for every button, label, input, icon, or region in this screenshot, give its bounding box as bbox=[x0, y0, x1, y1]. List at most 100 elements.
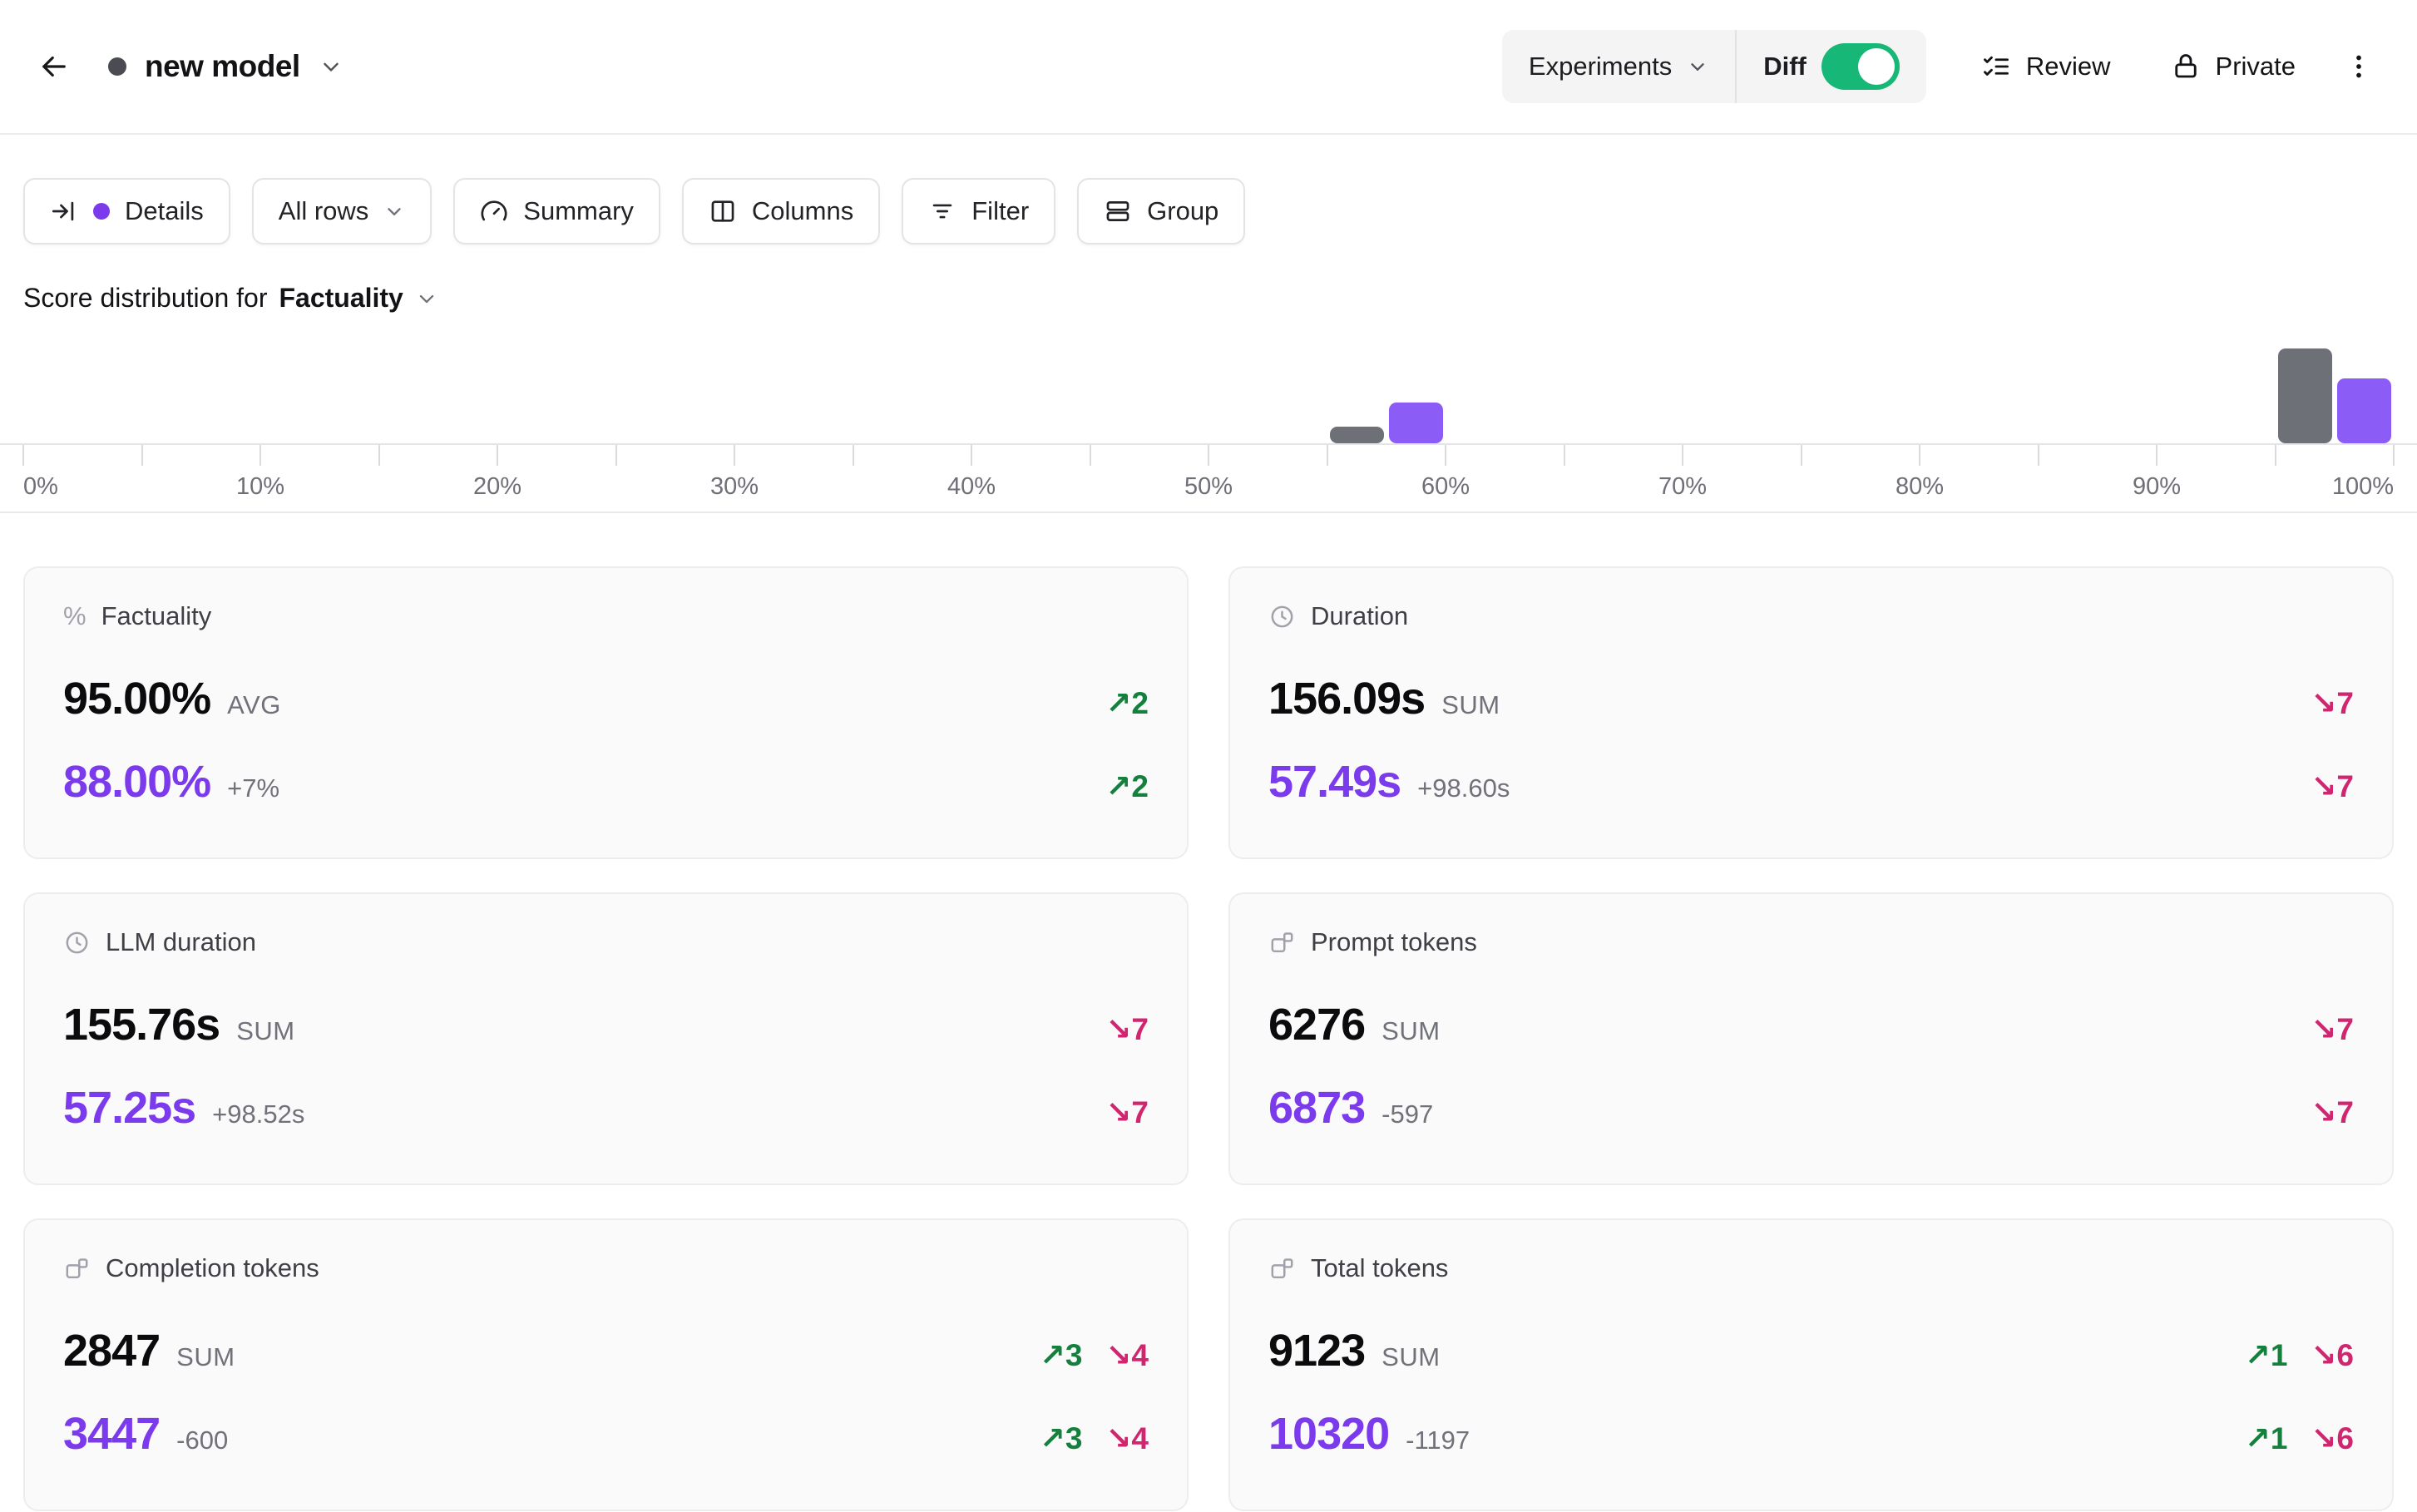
current-experiment-bar[interactable] bbox=[1330, 427, 1384, 443]
metric-card: LLM duration 155.76s SUM ↘7 57.25s +98.5… bbox=[23, 892, 1189, 1185]
metric-title: Total tokens bbox=[1311, 1253, 1448, 1283]
columns-button[interactable]: Columns bbox=[682, 178, 880, 245]
primary-value: 2847 bbox=[63, 1325, 160, 1376]
group-button[interactable]: Group bbox=[1077, 178, 1245, 245]
primary-label: SUM bbox=[176, 1342, 235, 1372]
axis-tick-label: 10% bbox=[236, 473, 284, 501]
tokens-icon bbox=[1268, 929, 1296, 956]
improvements-badge: ↗1 bbox=[2245, 1421, 2288, 1456]
primary-badges: ↗2 bbox=[1105, 685, 1149, 721]
metric-card: Completion tokens 2847 SUM ↗3↘4 3447 -60… bbox=[23, 1218, 1189, 1511]
comparison-value: 3447 bbox=[63, 1408, 160, 1460]
diff-control: Diff bbox=[1737, 30, 1926, 103]
all-rows-dropdown[interactable]: All rows bbox=[252, 178, 432, 245]
filter-label: Filter bbox=[971, 196, 1029, 226]
comparison-value: 57.25s bbox=[63, 1082, 195, 1134]
primary-label: SUM bbox=[1381, 1342, 1440, 1372]
score-distribution-selector[interactable]: Score distribution for Factuality bbox=[23, 283, 438, 314]
arrow-left-icon bbox=[37, 49, 72, 84]
axis-tick bbox=[1090, 445, 1091, 466]
private-label: Private bbox=[2216, 52, 2296, 82]
regressions-badge: ↘7 bbox=[2311, 1094, 2354, 1130]
experiments-dropdown[interactable]: Experiments bbox=[1502, 30, 1735, 103]
axis-tick bbox=[1208, 445, 1209, 466]
comparison-diff-label: -597 bbox=[1381, 1099, 1433, 1129]
diff-toggle[interactable] bbox=[1821, 43, 1900, 90]
columns-icon bbox=[709, 197, 737, 225]
gauge-icon bbox=[480, 197, 508, 225]
details-button[interactable]: Details bbox=[23, 178, 230, 245]
percent-icon: % bbox=[63, 601, 86, 631]
back-button[interactable] bbox=[37, 49, 72, 84]
group-label: Group bbox=[1147, 196, 1218, 226]
primary-label: SUM bbox=[236, 1016, 294, 1046]
diff-label: Diff bbox=[1763, 52, 1807, 82]
details-label: Details bbox=[125, 196, 204, 226]
axis-tick bbox=[141, 445, 143, 466]
axis-tick bbox=[259, 445, 261, 466]
axis-tick bbox=[1919, 445, 1920, 466]
metric-card: Total tokens 9123 SUM ↗1↘6 10320 -1197 ↗… bbox=[1228, 1218, 2394, 1511]
axis-tick bbox=[1564, 445, 1565, 466]
axis-tick bbox=[734, 445, 735, 466]
experiment-color-dot bbox=[108, 57, 126, 76]
comparison-badges: ↗3↘4 bbox=[1040, 1421, 1149, 1456]
current-experiment-bar[interactable] bbox=[2278, 348, 2332, 443]
axis-tick bbox=[2038, 445, 2039, 466]
primary-value: 95.00% bbox=[63, 673, 210, 724]
axis-tick bbox=[615, 445, 617, 466]
axis-tick bbox=[1445, 445, 1446, 466]
comparison-diff-label: -1197 bbox=[1406, 1426, 1470, 1455]
experiment-title-dropdown[interactable]: new model bbox=[108, 49, 344, 84]
comparison-experiment-bar[interactable] bbox=[2337, 378, 2391, 443]
chevron-down-icon bbox=[383, 200, 405, 222]
experiments-label: Experiments bbox=[1529, 52, 1672, 82]
axis-tick-label: 60% bbox=[1421, 473, 1470, 501]
comparison-value: 57.49s bbox=[1268, 756, 1401, 808]
improvements-badge: ↗3 bbox=[1040, 1421, 1083, 1456]
kebab-icon bbox=[2344, 52, 2374, 82]
review-button[interactable]: Review bbox=[1976, 51, 2116, 82]
improvements-badge: ↗2 bbox=[1105, 685, 1149, 721]
comparison-value: 6873 bbox=[1268, 1082, 1365, 1134]
comparison-badges: ↗2 bbox=[1105, 768, 1149, 804]
summary-button[interactable]: Summary bbox=[453, 178, 660, 245]
primary-value: 6276 bbox=[1268, 999, 1365, 1050]
improvements-badge: ↗2 bbox=[1105, 768, 1149, 804]
chevron-down-icon bbox=[319, 54, 344, 79]
axis-tick-label: 70% bbox=[1658, 473, 1707, 501]
primary-badges: ↘7 bbox=[2311, 685, 2354, 721]
primary-value: 155.76s bbox=[63, 999, 220, 1050]
page-title: new model bbox=[145, 49, 300, 84]
metric-title: Prompt tokens bbox=[1311, 927, 1477, 957]
chevron-down-icon bbox=[1687, 56, 1708, 77]
regressions-badge: ↘7 bbox=[1105, 1011, 1149, 1047]
columns-label: Columns bbox=[752, 196, 853, 226]
score-distribution-label: Score distribution for bbox=[23, 283, 267, 314]
filter-button[interactable]: Filter bbox=[902, 178, 1055, 245]
primary-badges: ↗1 ↘6 bbox=[2245, 1337, 2354, 1373]
metric-title: LLM duration bbox=[106, 927, 256, 957]
regressions-badge: ↘7 bbox=[2311, 768, 2354, 804]
private-button[interactable]: Private bbox=[2166, 51, 2301, 82]
comparison-diff-label: +98.52s bbox=[212, 1099, 304, 1129]
improvements-badge: ↗1 bbox=[2245, 1337, 2288, 1373]
clock-icon bbox=[63, 929, 91, 956]
checklist-icon bbox=[1981, 52, 2011, 82]
experiment-dot-icon bbox=[93, 203, 110, 220]
axis-tick-label: 90% bbox=[2133, 473, 2181, 501]
section-divider bbox=[0, 511, 2417, 513]
primary-badges: ↗3↘4 bbox=[1040, 1337, 1149, 1373]
experiment-summary-page: new model Experiments Diff Revi bbox=[0, 0, 2417, 1512]
primary-value: 156.09s bbox=[1268, 673, 1425, 724]
regressions-badge: ↘6 bbox=[2311, 1337, 2354, 1373]
comparison-experiment-bar[interactable] bbox=[1389, 403, 1443, 443]
more-menu-button[interactable] bbox=[2344, 52, 2374, 82]
summary-label: Summary bbox=[523, 196, 634, 226]
primary-label: SUM bbox=[1381, 1016, 1440, 1046]
primary-badges: ↘7 bbox=[2311, 1011, 2354, 1047]
metric-card: Prompt tokens 6276 SUM ↘7 6873 -597 ↘7 bbox=[1228, 892, 2394, 1185]
metric-card: % Factuality 95.00% AVG ↗2 88.00% +7% ↗2 bbox=[23, 566, 1189, 859]
comparison-badges: ↘7 bbox=[2311, 768, 2354, 804]
axis-tick-label: 30% bbox=[710, 473, 759, 501]
